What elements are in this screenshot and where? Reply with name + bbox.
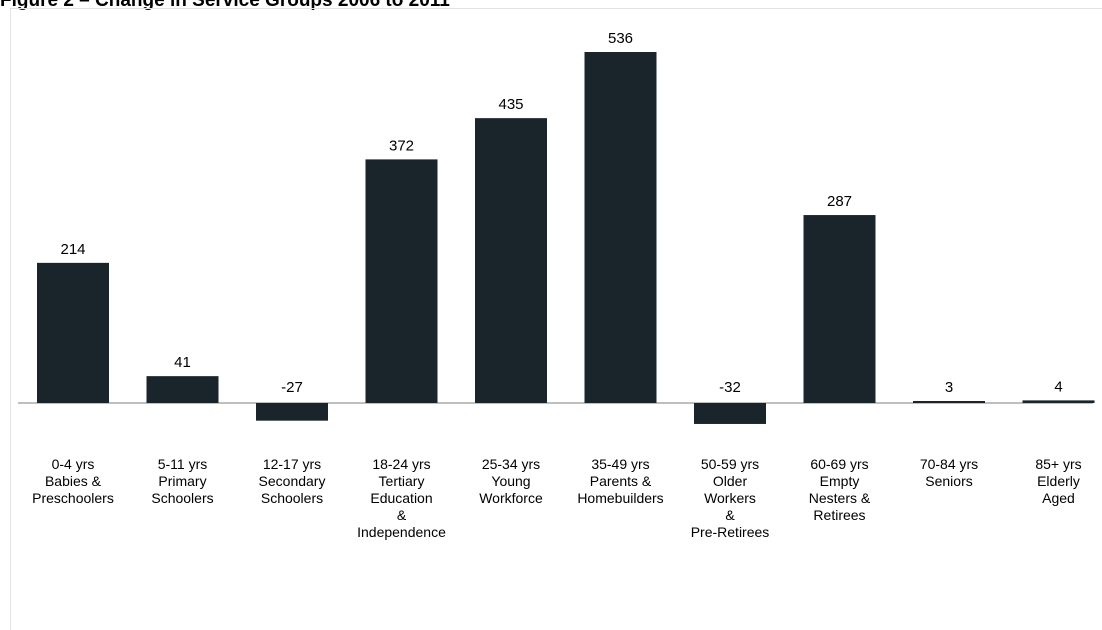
- category-label-2: 12-17 yrs Secondary Schoolers: [259, 456, 326, 506]
- category-label-9: 85+ yrs Elderly Aged: [1035, 456, 1081, 506]
- category-label-7: 60-69 yrs Empty Nesters & Retirees: [809, 456, 871, 523]
- category-label-8: 70-84 yrs Seniors: [920, 456, 978, 489]
- bar-7: [803, 215, 876, 403]
- bar-1: [146, 376, 219, 403]
- bar-3: [365, 159, 438, 403]
- category-label-0: 0-4 yrs Babies & Preschoolers: [32, 456, 114, 506]
- bar-8: [913, 401, 985, 403]
- data-label-3: 372: [389, 137, 414, 154]
- bar-0: [37, 262, 109, 403]
- category-label-4: 25-34 yrs Young Workforce: [479, 456, 543, 506]
- category-label-3: 18-24 yrs Tertiary Education & Independence: [357, 456, 446, 540]
- chart-title: Figure 2 – Change in Service Groups 2006…: [0, 0, 450, 11]
- data-label-6: -32: [719, 379, 741, 396]
- data-label-4: 435: [498, 96, 523, 113]
- data-label-9: 4: [1054, 378, 1062, 395]
- chart-frame-top: [10, 8, 1102, 9]
- bar-4: [475, 118, 547, 403]
- chart-frame-left: [10, 8, 11, 630]
- category-label-6: 50-59 yrs Older Workers & Pre-Retirees: [691, 456, 770, 540]
- bar-9: [1022, 400, 1095, 403]
- data-label-2: -27: [281, 379, 303, 396]
- category-label-1: 5-11 yrs Primary Schoolers: [151, 456, 213, 506]
- data-label-7: 287: [827, 193, 852, 210]
- bar-5: [584, 52, 657, 403]
- category-label-5: 35-49 yrs Parents & Homebuilders: [577, 456, 663, 506]
- data-label-8: 3: [945, 379, 953, 396]
- data-label-0: 214: [60, 241, 85, 258]
- data-label-5: 536: [608, 30, 633, 47]
- bar-2: [256, 403, 328, 421]
- bar-6: [694, 403, 766, 424]
- data-label-1: 41: [174, 354, 191, 371]
